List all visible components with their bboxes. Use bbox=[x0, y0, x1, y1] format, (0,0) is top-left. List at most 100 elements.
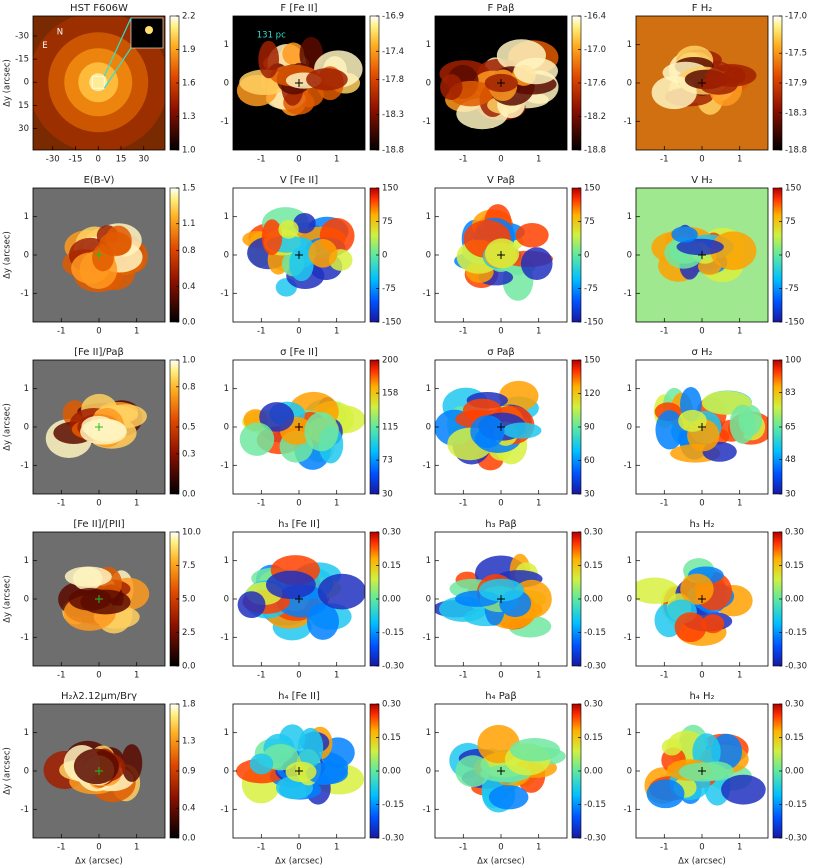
y-tick-label: -1 bbox=[221, 633, 229, 643]
x-tick-label: 1 bbox=[536, 327, 541, 337]
y-axis-label: Δy (arcsec) bbox=[3, 575, 13, 623]
colorbar-tick-label: 1.3 bbox=[182, 737, 196, 747]
x-tick-label: -15 bbox=[69, 155, 83, 165]
y-tick-label: 0 bbox=[24, 423, 29, 433]
colorbar-tick-label: -17.8 bbox=[382, 75, 404, 85]
x-tick-label: 1 bbox=[737, 499, 742, 509]
map-blob bbox=[636, 577, 679, 604]
y-axis-label: Δy (arcsec) bbox=[3, 747, 13, 795]
map-blob bbox=[305, 762, 349, 785]
x-axis-label: Δx (arcsec) bbox=[275, 857, 323, 867]
colorbar-tick-label: 0.00 bbox=[584, 595, 603, 605]
map-blob bbox=[297, 727, 324, 768]
map-blob bbox=[674, 612, 707, 643]
y-tick-label: 0 bbox=[426, 79, 431, 89]
map-blob bbox=[499, 380, 539, 412]
panel-title: H₂λ2.12μm/Brγ bbox=[61, 691, 137, 702]
zoom-line bbox=[103, 17, 132, 77]
colorbar-tick-label: -0.15 bbox=[584, 628, 606, 638]
y-tick-label: 1 bbox=[224, 384, 229, 394]
map-blob bbox=[455, 755, 491, 788]
center-cross bbox=[698, 767, 706, 775]
y-tick-label: 0 bbox=[627, 423, 632, 433]
colorbar-tick-label: 48 bbox=[785, 455, 796, 465]
panel-title: F [Fe II] bbox=[280, 3, 317, 14]
x-tick-label: 0 bbox=[296, 155, 301, 165]
map-blob bbox=[661, 738, 682, 756]
colorbar-tick-label: 0.4 bbox=[182, 282, 196, 292]
x-tick-label: 1 bbox=[536, 499, 541, 509]
map-blob bbox=[317, 573, 365, 610]
colorbar-tick-label: 1.5 bbox=[182, 184, 196, 194]
colorbar-tick-label: 120 bbox=[584, 389, 600, 399]
colorbar-tick-label: 0.30 bbox=[584, 700, 603, 710]
colorbar-tick-label: 0.00 bbox=[785, 595, 804, 605]
x-tick-label: 0 bbox=[498, 671, 503, 681]
map-blob bbox=[488, 785, 529, 810]
map-blob bbox=[470, 415, 505, 449]
y-tick-label: -1 bbox=[221, 117, 229, 127]
y-tick-label: 0 bbox=[224, 251, 229, 261]
center-cross bbox=[497, 79, 505, 87]
map-blob bbox=[502, 422, 542, 439]
colorbar-tick-label: 2.2 bbox=[182, 12, 196, 22]
panel-title: σ [Fe II] bbox=[280, 347, 318, 358]
panel: V [Fe II] -1 0 1 1 0 -1 150 75 0 -75 -150 bbox=[221, 175, 402, 337]
center-cross bbox=[497, 595, 505, 603]
map-blob bbox=[308, 239, 338, 268]
colorbar-tick-label: -16.9 bbox=[382, 12, 404, 22]
x-tick-label: 1 bbox=[737, 327, 742, 337]
y-tick-label: -1 bbox=[221, 289, 229, 299]
colorbar-tick-label: -0.30 bbox=[382, 662, 404, 672]
colorbar-tick-label: 60 bbox=[584, 456, 595, 466]
x-tick-label: 1 bbox=[334, 671, 339, 681]
map-image bbox=[653, 386, 768, 463]
colorbar-tick-label: 1.6 bbox=[182, 79, 196, 89]
x-tick-label: -30 bbox=[46, 155, 60, 165]
panel: F [Fe II] 131 pc -1 0 1 1 0 -1 -16.9 -17.4 -17.8 -1… bbox=[221, 3, 404, 165]
y-tick-label: -1 bbox=[221, 461, 229, 471]
y-tick-label: 1 bbox=[426, 728, 431, 738]
colorbar-tick-label: -18.8 bbox=[584, 146, 606, 156]
panel-title: [Fe II]/[PII] bbox=[73, 519, 124, 530]
center-cross bbox=[497, 767, 505, 775]
x-tick-label: 0 bbox=[498, 499, 503, 509]
colorbar-tick-label: -0.30 bbox=[584, 662, 606, 672]
center-cross bbox=[698, 79, 706, 87]
colorbar-tick-label: 0.00 bbox=[785, 767, 804, 777]
map-blob bbox=[249, 753, 274, 775]
y-tick-label: -1 bbox=[624, 117, 632, 127]
colorbar-tick-label: -150 bbox=[584, 318, 603, 328]
x-axis-label: Δx (arcsec) bbox=[477, 857, 525, 867]
x-tick-label: 0 bbox=[96, 327, 101, 337]
colorbar-tick-label: 0.0 bbox=[182, 490, 196, 500]
x-tick-label: 1 bbox=[737, 671, 742, 681]
map-blob bbox=[261, 219, 283, 255]
colorbar-tick-label: 1.0 bbox=[182, 356, 196, 366]
colorbar-tick-label: 115 bbox=[382, 423, 398, 433]
colorbar-tick-label: 83 bbox=[785, 388, 796, 398]
y-tick-label: 1 bbox=[627, 556, 632, 566]
annotation: 131 pc bbox=[257, 30, 286, 40]
map-blob bbox=[293, 212, 316, 234]
x-tick-label: 1 bbox=[737, 155, 742, 165]
colorbar-tick-label: 0.30 bbox=[382, 528, 401, 538]
panel: H₂λ2.12μm/Brγ -1 0 1 1 0 -1 Δy (arcsec) Δx (arcs… bbox=[3, 691, 196, 867]
map-blob bbox=[485, 238, 520, 269]
x-tick-label: -1 bbox=[459, 843, 467, 853]
panel: σ H₂ -1 0 1 1 0 -1 100 83 65 48 30 bbox=[624, 347, 802, 509]
y-tick-label: 1 bbox=[426, 40, 431, 50]
y-tick-label: -1 bbox=[624, 289, 632, 299]
x-tick-label: 0 bbox=[296, 499, 301, 509]
y-tick-label: 1 bbox=[627, 728, 632, 738]
colorbar-tick-label: -17.0 bbox=[785, 12, 807, 22]
zoom-box bbox=[91, 75, 105, 89]
colorbar-tick-label: 5.0 bbox=[182, 595, 196, 605]
colorbar-tick-label: 0.15 bbox=[584, 561, 603, 571]
center-cross bbox=[95, 595, 103, 603]
center-cross bbox=[295, 595, 303, 603]
y-tick-label: -1 bbox=[624, 633, 632, 643]
colorbar-tick-label: -17.5 bbox=[785, 49, 807, 59]
panel: h₄ H₂ -1 0 1 1 0 -1 Δx (arcsec) 0.30 0.15 0.00 -0.1… bbox=[624, 691, 807, 867]
colorbar-tick-label: -0.30 bbox=[584, 834, 606, 844]
